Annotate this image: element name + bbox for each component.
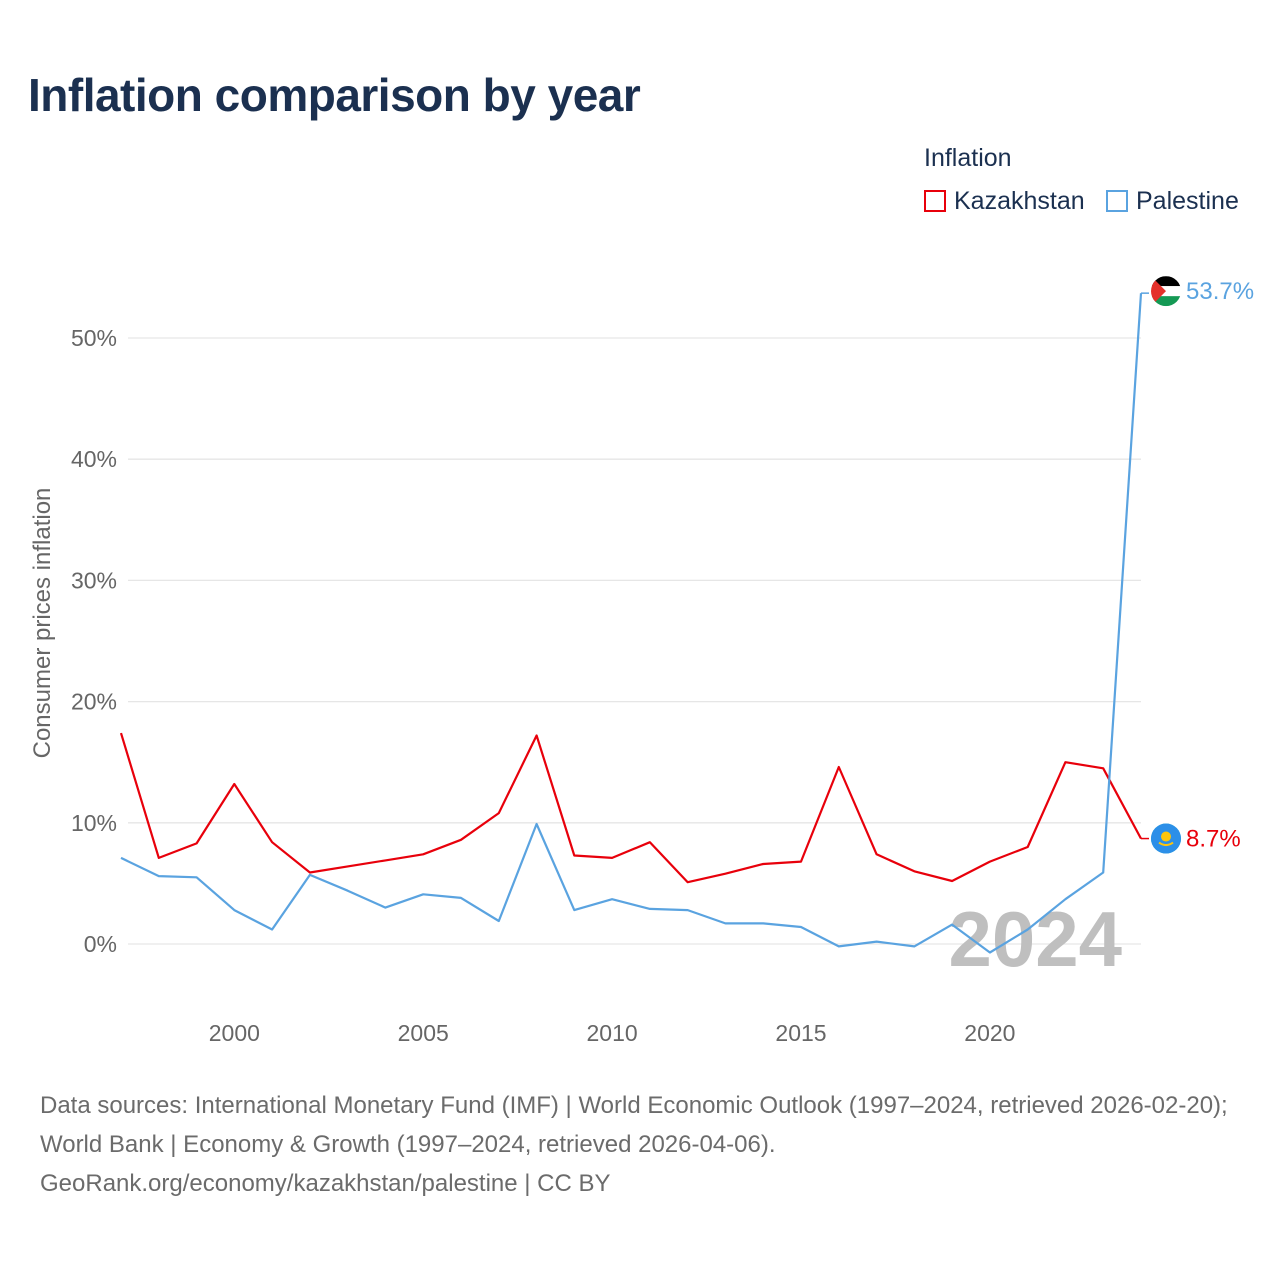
y-axis-ticks: 0% 10% 20% 30% 40% 50% [71, 325, 117, 957]
y-tick-label: 20% [71, 689, 117, 715]
legend-swatch-palestine [1106, 190, 1128, 212]
x-tick-label: 2010 [587, 1020, 638, 1046]
kazakhstan-flag-icon [1151, 823, 1181, 854]
end-markers: 53.7% 8.7% [1151, 276, 1254, 854]
x-axis-ticks: 2000 2005 2010 2015 2020 [209, 1020, 1016, 1046]
line-chart: 0% 10% 20% 30% 40% 50% 2000 2005 2010 2015 2020 C… [29, 276, 1254, 1046]
x-tick-label: 2015 [775, 1020, 826, 1046]
y-tick-label: 10% [71, 810, 117, 836]
grid-lines [128, 337, 1141, 945]
source-note: Data sources: International Monetary Fun… [40, 1086, 1250, 1203]
x-tick-label: 2005 [398, 1020, 449, 1046]
y-tick-label: 0% [84, 931, 117, 957]
series-line-kazakhstan [119, 732, 1142, 884]
legend-item-kazakhstan[interactable]: Kazakhstan [924, 186, 1085, 216]
source-line-2[interactable]: GeoRank.org/economy/kazakhstan/palestine… [40, 1170, 611, 1197]
legend-item-palestine[interactable]: Palestine [1106, 186, 1239, 216]
legend-swatch-kazakhstan [924, 190, 946, 212]
legend-label-palestine: Palestine [1136, 186, 1239, 215]
x-tick-label: 2020 [964, 1020, 1015, 1046]
palestine-end-label: 53.7% [1186, 278, 1254, 305]
series-lines [119, 292, 1149, 954]
y-tick-label: 40% [71, 446, 117, 472]
x-tick-label: 2000 [209, 1020, 260, 1046]
year-watermark: 2024 [948, 895, 1122, 983]
y-axis-label: Consumer prices inflation [29, 488, 56, 759]
palestine-flag-icon [1151, 276, 1181, 307]
source-line-1: Data sources: International Monetary Fun… [40, 1092, 1228, 1158]
series-line-palestine [120, 293, 1143, 954]
y-tick-label: 50% [71, 325, 117, 351]
y-tick-label: 30% [71, 567, 117, 593]
legend-title: Inflation [924, 144, 1012, 172]
chart-title: Inflation comparison by year [28, 69, 641, 121]
legend-label-kazakhstan: Kazakhstan [954, 186, 1085, 215]
kazakhstan-end-label: 8.7% [1186, 826, 1241, 853]
